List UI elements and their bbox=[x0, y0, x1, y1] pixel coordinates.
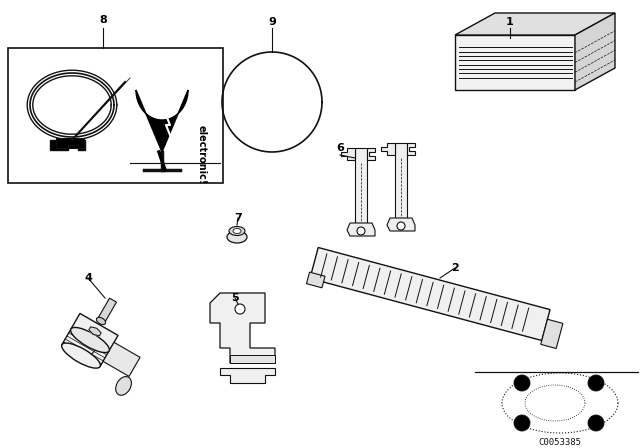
Ellipse shape bbox=[227, 231, 247, 243]
Text: 5: 5 bbox=[231, 293, 239, 303]
Ellipse shape bbox=[116, 377, 131, 395]
Polygon shape bbox=[455, 35, 575, 90]
Bar bbox=[310, 247, 550, 340]
Text: 3: 3 bbox=[84, 353, 92, 363]
Circle shape bbox=[357, 227, 365, 235]
Circle shape bbox=[514, 415, 530, 431]
Text: 2: 2 bbox=[451, 263, 459, 273]
Circle shape bbox=[397, 222, 405, 230]
Ellipse shape bbox=[233, 228, 241, 233]
Bar bbox=[103, 342, 140, 376]
Polygon shape bbox=[341, 148, 355, 160]
Bar bbox=[56, 138, 84, 148]
Ellipse shape bbox=[229, 227, 245, 236]
Polygon shape bbox=[355, 148, 367, 223]
Circle shape bbox=[588, 375, 604, 391]
Bar bbox=[307, 272, 325, 288]
Polygon shape bbox=[575, 13, 615, 90]
Text: 7: 7 bbox=[234, 213, 242, 223]
Polygon shape bbox=[220, 368, 275, 383]
Text: 9: 9 bbox=[268, 17, 276, 27]
Polygon shape bbox=[230, 355, 275, 363]
Ellipse shape bbox=[97, 317, 106, 324]
Ellipse shape bbox=[70, 327, 109, 353]
Polygon shape bbox=[347, 223, 375, 236]
Polygon shape bbox=[367, 148, 375, 160]
Bar bbox=[97, 298, 116, 323]
Polygon shape bbox=[210, 293, 275, 363]
Bar bbox=[8, 48, 223, 183]
Polygon shape bbox=[381, 143, 395, 155]
Text: 4: 4 bbox=[84, 273, 92, 283]
Circle shape bbox=[235, 304, 245, 314]
Circle shape bbox=[588, 415, 604, 431]
Text: 6: 6 bbox=[336, 143, 344, 153]
Polygon shape bbox=[136, 90, 188, 152]
Text: 1: 1 bbox=[506, 17, 514, 27]
Bar bbox=[62, 314, 118, 366]
Bar bbox=[541, 319, 563, 349]
Polygon shape bbox=[50, 140, 85, 150]
Text: 8: 8 bbox=[99, 15, 107, 25]
Circle shape bbox=[514, 375, 530, 391]
Polygon shape bbox=[407, 143, 415, 155]
Polygon shape bbox=[455, 13, 615, 35]
Text: C0053385: C0053385 bbox=[538, 438, 582, 447]
Polygon shape bbox=[89, 327, 101, 336]
Polygon shape bbox=[387, 218, 415, 231]
Ellipse shape bbox=[61, 343, 100, 368]
Polygon shape bbox=[395, 143, 407, 218]
Text: electronic!: electronic! bbox=[197, 125, 207, 185]
